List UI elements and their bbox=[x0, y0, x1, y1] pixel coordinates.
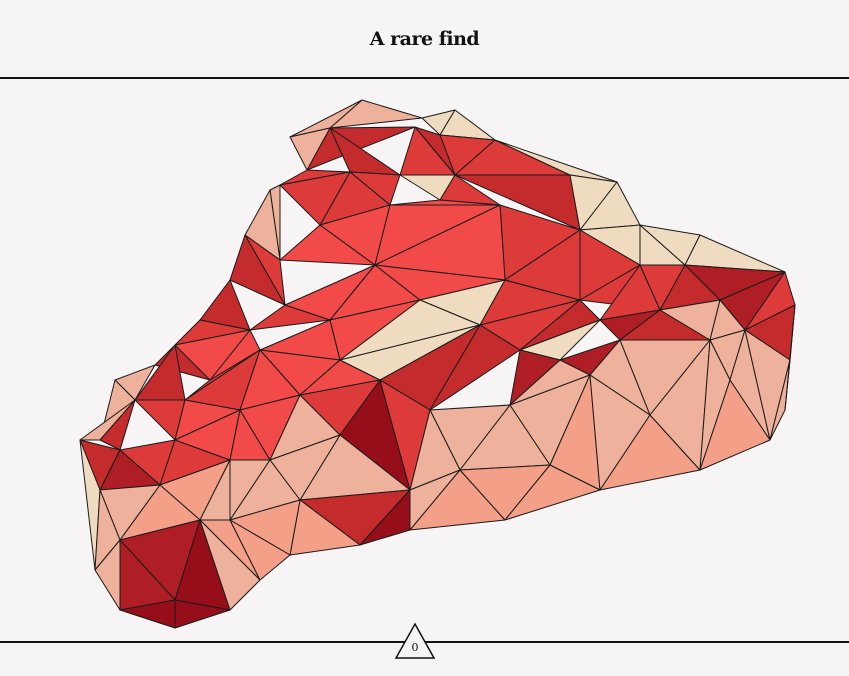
move-count: 0 bbox=[411, 641, 419, 654]
triangle-icon bbox=[394, 622, 436, 659]
steak-tile[interactable] bbox=[429, 324, 521, 411]
steak-tile[interactable] bbox=[784, 304, 796, 411]
move-counter: 0 bbox=[394, 622, 436, 660]
header: A rare find bbox=[0, 0, 849, 77]
steak-tile[interactable] bbox=[229, 519, 291, 581]
steak-tile[interactable] bbox=[249, 304, 331, 331]
steak-tile[interactable] bbox=[289, 127, 331, 171]
steak-puzzle[interactable] bbox=[0, 79, 849, 641]
steak-tile[interactable] bbox=[229, 234, 286, 306]
steak-tiles[interactable] bbox=[79, 99, 796, 629]
steak-tile[interactable] bbox=[99, 399, 136, 451]
steak-tile[interactable] bbox=[504, 464, 601, 521]
steak-tile[interactable] bbox=[174, 329, 251, 381]
steak-tile[interactable] bbox=[174, 599, 231, 629]
steak-tile[interactable] bbox=[279, 171, 351, 226]
steak-tile[interactable] bbox=[199, 519, 261, 611]
top-divider bbox=[0, 77, 849, 79]
page-title: A rare find bbox=[369, 27, 480, 50]
